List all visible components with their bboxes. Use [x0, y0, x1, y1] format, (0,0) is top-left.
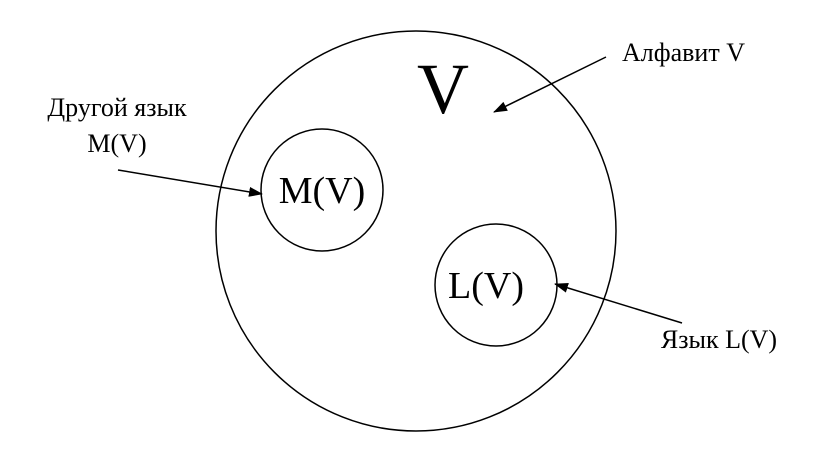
- language-arrow: [554, 283, 683, 324]
- alphabet-arrow: [493, 56, 607, 113]
- other-language-annotation-line2: M(V): [87, 129, 146, 158]
- language-m-label: M(V): [279, 170, 366, 212]
- language-l-label: L(V): [448, 265, 524, 307]
- alphabet-symbol: V: [417, 49, 469, 129]
- alphabet-annotation: Алфавит V: [622, 38, 745, 67]
- other-language-arrow: [117, 169, 263, 197]
- other-language-annotation-line1: Другой язык: [47, 93, 187, 122]
- language-annotation: Язык L(V): [661, 325, 777, 354]
